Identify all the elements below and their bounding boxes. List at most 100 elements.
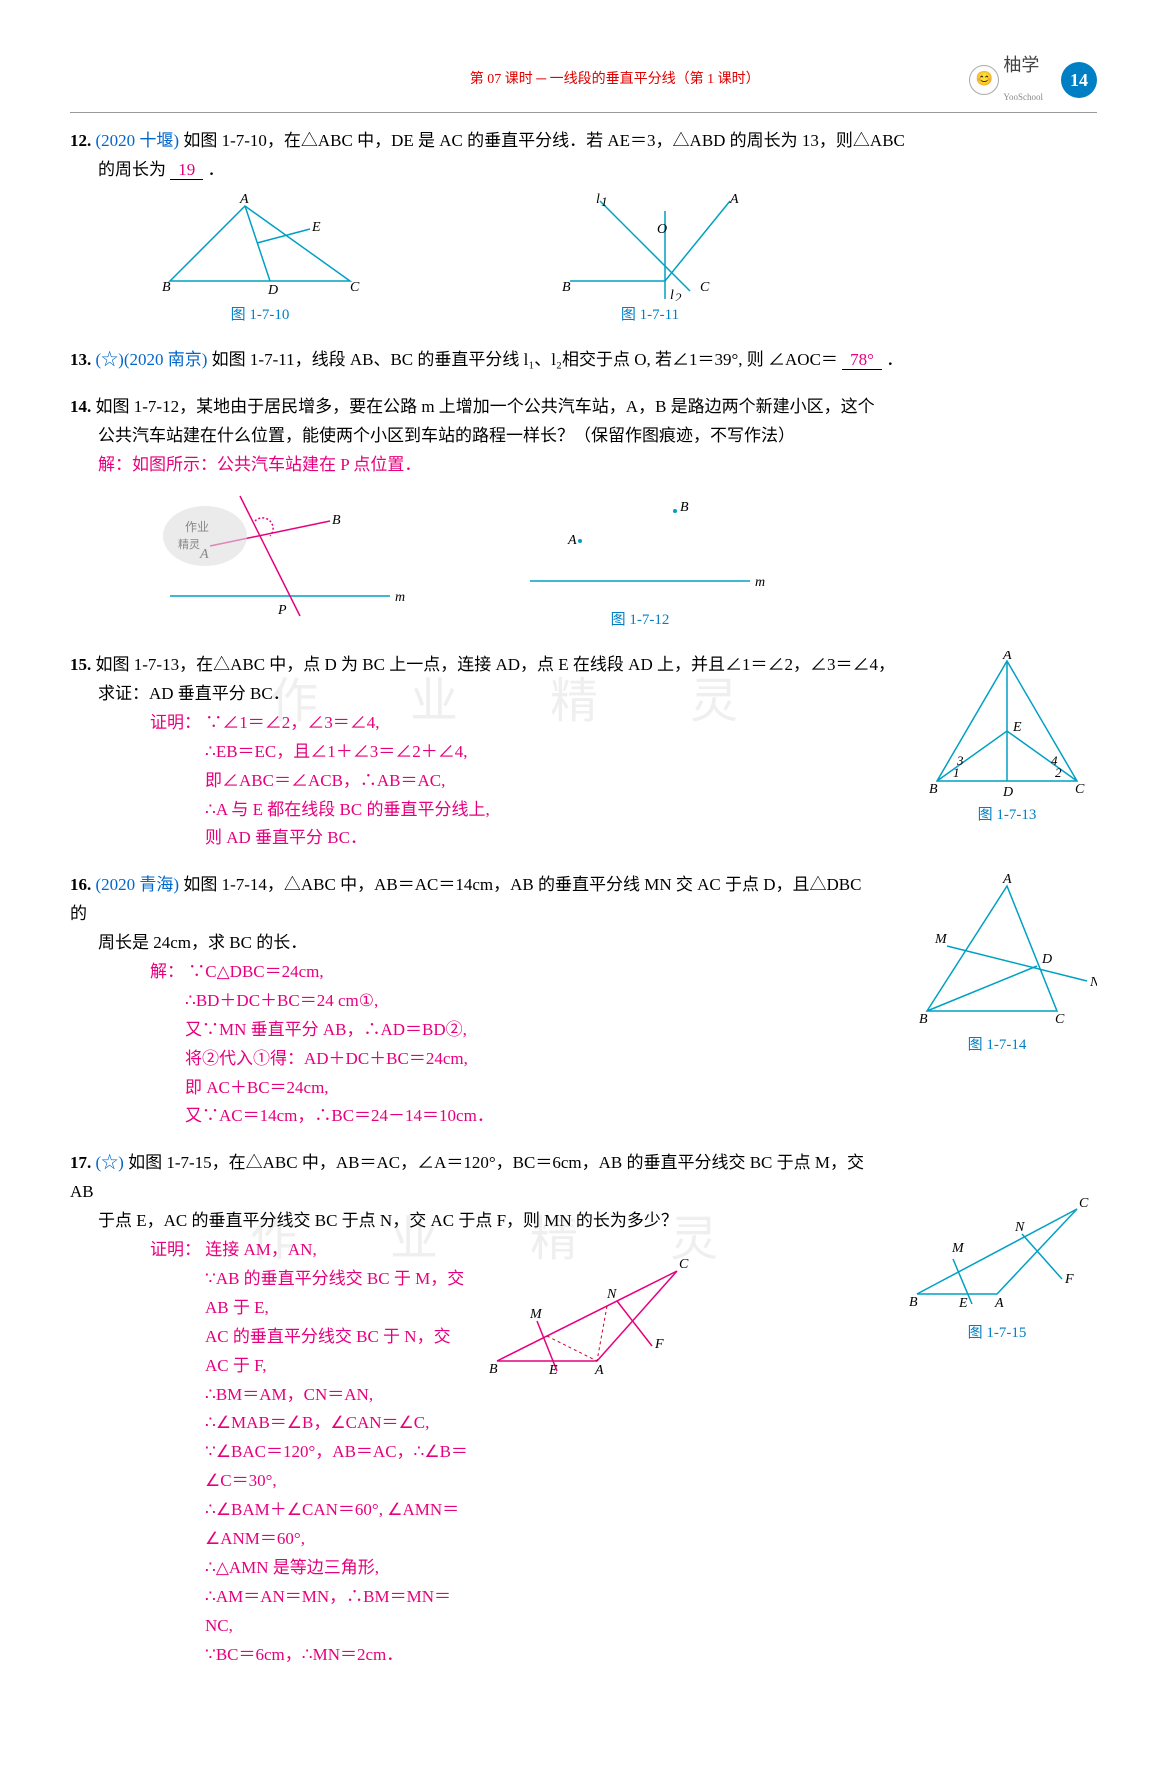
svg-text:C: C xyxy=(679,1257,689,1272)
svg-text:D: D xyxy=(1002,785,1013,800)
svg-text:E: E xyxy=(1012,720,1022,735)
svg-text:B: B xyxy=(680,500,689,515)
svg-text:C: C xyxy=(1079,1196,1089,1211)
sol-line: ∵C△DBC＝24cm, xyxy=(188,962,323,981)
figure-caption: 图 1-7-11 xyxy=(621,303,679,329)
problem-text: 如图 1-7-10，在△ABC 中，DE 是 AC 的垂直平分线．若 AE＝3，… xyxy=(183,131,905,150)
svg-text:A: A xyxy=(567,533,577,548)
svg-text:B: B xyxy=(919,1012,928,1027)
problem-source: (2020 青海) xyxy=(96,875,180,894)
star: (☆) xyxy=(96,350,124,369)
figure-1-7-11: A l1 l2 O B C 图 1-7-11 xyxy=(550,191,750,329)
figure-row: A B m P 作业 精灵 A xyxy=(150,486,1097,634)
problem-15: 作 业 精 灵 A E B D C 3 1 4 2 图 1-7-13 15. xyxy=(70,651,1097,853)
proof-line: ∴△AMN 是等边三角形, xyxy=(205,1558,379,1577)
svg-text:1: 1 xyxy=(601,194,608,209)
svg-text:F: F xyxy=(1064,1272,1074,1287)
svg-text:P: P xyxy=(277,603,287,618)
problem-12: 12. (2020 十堰) 如图 1-7-10，在△ABC 中，DE 是 AC … xyxy=(70,127,1097,328)
problem-num: 16. xyxy=(70,875,91,894)
svg-text:C: C xyxy=(350,280,360,295)
sol-label: 解： xyxy=(150,962,184,981)
svg-text:E: E xyxy=(548,1363,558,1378)
logo-icon: 😊 xyxy=(969,65,999,95)
svg-text:A: A xyxy=(594,1363,604,1378)
svg-text:M: M xyxy=(951,1241,965,1256)
problem-num: 12. xyxy=(70,131,91,150)
proof-line: ∵∠1＝∠2，∠3＝∠4, xyxy=(205,713,379,732)
figure-14-solution: A B m P 作业 精灵 xyxy=(150,486,410,634)
answer-blank: 78° xyxy=(842,350,882,370)
problem-num: 13. xyxy=(70,350,91,369)
problem-source: (2020 十堰) xyxy=(96,131,180,150)
svg-text:B: B xyxy=(162,280,171,295)
figure-caption: 图 1-7-15 xyxy=(897,1321,1097,1347)
sol-line: ∴BD＋DC＋BC＝24 cm①, xyxy=(185,991,378,1010)
page-header: 第 07 课时 ─ 一线段的垂直平分线（第 1 课时） 😊 柚学 YooScho… xyxy=(70,50,1097,113)
svg-text:B: B xyxy=(909,1295,918,1310)
problem-text: 周长是 24cm，求 BC 的长． xyxy=(70,933,307,952)
svg-text:l: l xyxy=(670,288,674,301)
proof-line: ∴AM＝AN＝MN，∴BM＝MN＝NC, xyxy=(205,1587,451,1635)
problem-text: 于点 E，AC 的垂直平分线交 BC 于点 N，交 AC 于点 F，则 MN 的… xyxy=(70,1211,678,1230)
proof-line: AC 的垂直平分线交 BC 于 N，交 AC 于 F, xyxy=(205,1327,451,1375)
proof-line: ∵∠BAC＝120°，AB＝AC，∴∠B＝∠C＝30°, xyxy=(205,1442,468,1490)
svg-text:B: B xyxy=(562,280,571,295)
problem-17: 作 业 精 灵 B E A M N F C 图 1-7-15 17. (☆) 如 xyxy=(70,1149,1097,1669)
logo: 😊 柚学 YooSchool xyxy=(969,50,1043,110)
problem-num: 15. xyxy=(70,655,91,674)
svg-text:N: N xyxy=(1089,975,1097,990)
figure-row: A E B D C 图 1-7-10 A l1 l2 xyxy=(150,191,1097,329)
proof-line: ∵AB 的垂直平分线交 BC 于 M，交 AB 于 E, xyxy=(205,1269,464,1317)
problem-num: 17. xyxy=(70,1153,91,1172)
svg-text:D: D xyxy=(1041,952,1052,967)
figure-caption: 图 1-7-13 xyxy=(917,803,1097,829)
svg-text:A: A xyxy=(1002,872,1012,887)
figure-caption: 图 1-7-14 xyxy=(897,1033,1097,1059)
period: ． xyxy=(886,350,903,369)
svg-text:E: E xyxy=(311,220,321,235)
svg-text:A: A xyxy=(1002,651,1012,663)
chapter-title: 第 07 课时 ─ 一线段的垂直平分线（第 1 课时） xyxy=(270,68,959,92)
problem-text: 如图 1-7-14，△ABC 中，AB＝AC＝14cm，AB 的垂直平分线 MN… xyxy=(70,875,861,923)
svg-text:1: 1 xyxy=(953,765,960,780)
proof-label: 证明： xyxy=(150,713,201,732)
proof-line: ∴∠MAB＝∠B，∠CAN＝∠C, xyxy=(205,1413,429,1432)
figure-caption: 图 1-7-10 xyxy=(231,303,290,329)
problem-text: 如图 1-7-15，在△ABC 中，AB＝AC，∠A＝120°，BC＝6cm，A… xyxy=(70,1153,864,1201)
svg-text:D: D xyxy=(267,283,278,298)
svg-text:O: O xyxy=(657,222,667,237)
svg-text:A: A xyxy=(239,192,249,207)
logo-text: 柚学 YooSchool xyxy=(1003,50,1043,110)
problem-text: 公共汽车站建在什么位置，能使两个小区到车站的路程一样长？（保留作图痕迹，不写作法… xyxy=(70,426,795,445)
svg-text:B: B xyxy=(332,513,341,528)
svg-text:E: E xyxy=(958,1296,968,1311)
figure-17-solution: B E A M N F C xyxy=(477,1246,697,1669)
svg-text:A: A xyxy=(729,192,739,207)
svg-text:2: 2 xyxy=(675,290,682,301)
figure-caption: 图 1-7-12 xyxy=(611,608,670,634)
answer-blank: 19 xyxy=(170,160,203,180)
sol-line: 将②代入①得：AD＋DC＋BC＝24cm, xyxy=(185,1049,468,1068)
sol-line: 即 AC＋BC＝24cm, xyxy=(185,1078,329,1097)
proof-line: 连接 AM，AN, xyxy=(205,1240,316,1259)
sol-line: 又∵MN 垂直平分 AB，∴AD＝BD②, xyxy=(185,1020,467,1039)
proof-line: ∵BC＝6cm，∴MN＝2cm． xyxy=(205,1645,403,1664)
svg-text:C: C xyxy=(1055,1012,1065,1027)
problem-text: 如图 1-7-13，在△ABC 中，点 D 为 BC 上一点，连接 AD，点 E… xyxy=(96,655,895,674)
svg-text:A: A xyxy=(994,1296,1004,1311)
svg-text:C: C xyxy=(700,280,710,295)
svg-text:作业: 作业 xyxy=(185,520,209,534)
svg-text:m: m xyxy=(395,590,405,605)
problem-text: 的周长为 xyxy=(70,160,166,179)
problem-14: 14. 如图 1-7-12，某地由于居民增多，要在公路 m 上增加一个公共汽车站… xyxy=(70,393,1097,633)
figure-1-7-13: A E B D C 3 1 4 2 图 1-7-13 xyxy=(917,651,1097,829)
svg-text:精灵: 精灵 xyxy=(178,538,200,551)
problem-13: 13. (☆)(2020 南京) 如图 1-7-11，线段 AB、BC 的垂直平… xyxy=(70,346,1097,375)
svg-text:M: M xyxy=(529,1307,543,1322)
proof-label: 证明： xyxy=(150,1240,201,1259)
svg-text:B: B xyxy=(489,1362,498,1377)
svg-text:M: M xyxy=(934,932,948,947)
solution-text: 解：如图所示：公共汽车站建在 P 点位置． xyxy=(70,455,421,474)
svg-text:N: N xyxy=(606,1287,617,1302)
